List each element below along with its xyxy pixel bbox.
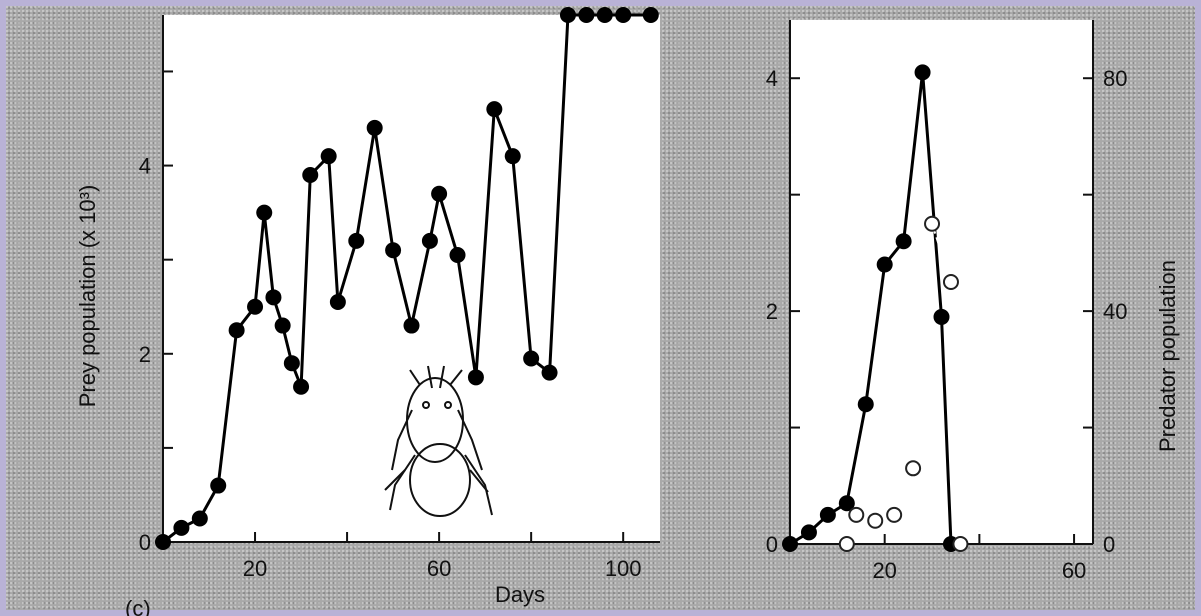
panel-label: (c): [125, 596, 151, 616]
left-series-1-point: [486, 101, 503, 118]
left-series-1-point: [329, 294, 346, 311]
left-series-1-point: [256, 204, 273, 221]
left-series-1-point: [541, 364, 558, 381]
left-series-1-point: [274, 317, 291, 334]
left-series-1-point: [449, 246, 466, 263]
left-series-1-point: [596, 7, 613, 23]
right-y-tick-label: 4: [766, 66, 778, 91]
mite-illustration: [384, 365, 493, 517]
left-series-1-point: [431, 185, 448, 202]
right-series-1-point: [895, 233, 912, 250]
right-series-2-point: [867, 512, 884, 529]
left-series-1-point: [320, 148, 337, 165]
left-series-1-point: [504, 148, 521, 165]
left-series-1-point: [559, 7, 576, 23]
left-series-1-point: [467, 369, 484, 386]
left-series-1-point: [523, 350, 540, 367]
left-series-1-point: [302, 166, 319, 183]
right-y-tick-label: 0: [766, 532, 778, 557]
right-series-2-point: [952, 536, 969, 552]
left-series-1-point: [348, 232, 365, 249]
right-y2-tick-label: 80: [1103, 66, 1127, 91]
left-chart-panel: 20 60 100 0 2 4 Days Prey population (x 10³): [75, 7, 660, 607]
right-series-1-point: [800, 524, 817, 541]
right-x-tick-label: 60: [1062, 558, 1086, 583]
right-series-1-point: [933, 308, 950, 325]
left-x-tick-label: 20: [243, 556, 267, 581]
left-x-tick-label: 100: [605, 556, 642, 581]
right-series-1-point: [819, 506, 836, 523]
right-x-tick-label: 20: [872, 558, 896, 583]
right-series-2-point: [848, 506, 865, 523]
right-series-1-point: [782, 536, 798, 552]
left-series-1-point: [366, 119, 383, 136]
right-y2-tick-label: 0: [1103, 532, 1115, 557]
left-series-1-point: [421, 232, 438, 249]
left-series-1-point: [578, 7, 595, 23]
right-series-1-point: [876, 256, 893, 273]
left-y-tick-label: 0: [139, 530, 151, 555]
left-series-1-point: [247, 298, 264, 315]
right-y-tick-label: 2: [766, 299, 778, 324]
left-series-1-point: [173, 519, 190, 536]
right-series-1-point: [857, 396, 874, 413]
right-series-1-point: [838, 495, 855, 512]
left-y-tick-label: 4: [139, 154, 151, 179]
right-series-1-line: [789, 72, 953, 546]
left-series-1-point: [265, 289, 282, 306]
right-series-2-point: [924, 215, 941, 232]
left-x-tick-label: 60: [427, 556, 451, 581]
left-series-1-point: [191, 510, 208, 527]
left-series-1-point: [293, 378, 310, 395]
left-y-tick-label: 2: [139, 342, 151, 367]
right-series-2-point: [905, 460, 922, 477]
left-series-1-point: [155, 534, 171, 550]
right-y2-tick-label: 40: [1103, 299, 1127, 324]
left-x-axis-title: Days: [495, 582, 545, 607]
right-series-1-point: [914, 64, 931, 81]
left-series-1-point: [228, 322, 245, 339]
left-series-1-point: [615, 7, 632, 23]
left-series-1-point: [403, 317, 420, 334]
right-plot-area: [790, 20, 1093, 544]
right-series-2-point: [886, 506, 903, 523]
left-y-axis-title: Prey population (x 10³): [75, 185, 100, 408]
right-y2-axis-title: Predator population: [1155, 260, 1180, 452]
right-series-2-point: [838, 536, 855, 552]
left-plot-area: [163, 15, 660, 542]
left-series-1-point: [642, 7, 659, 23]
right-series-2-point: [942, 274, 959, 290]
left-series-1-point: [283, 355, 300, 372]
left-series-1-point: [210, 477, 227, 494]
left-series-1-point: [385, 242, 402, 259]
